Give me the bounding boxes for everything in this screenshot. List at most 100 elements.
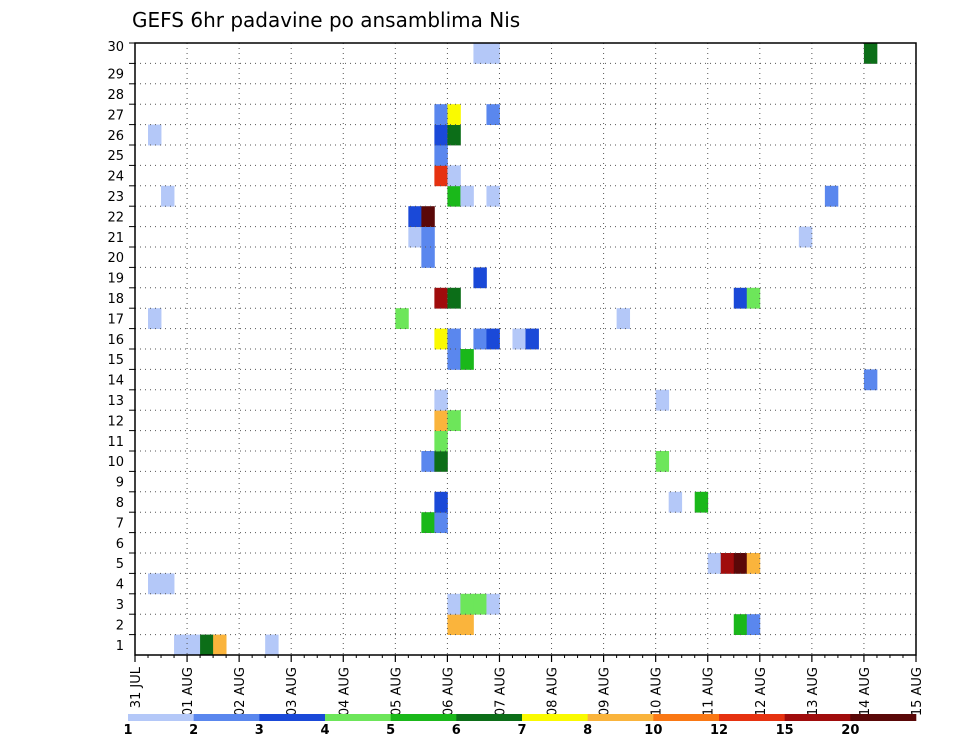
heatmap-cell xyxy=(460,185,474,207)
colorbar-swatch xyxy=(128,714,194,721)
colorbar-swatch xyxy=(325,714,391,721)
y-tick-label: 17 xyxy=(107,312,124,327)
x-tick-label: 08 AUG xyxy=(546,667,561,716)
x-tick-label: 07 AUG xyxy=(493,667,508,716)
heatmap-cell xyxy=(460,614,474,635)
heatmap-cell xyxy=(668,491,683,513)
heatmap-cell xyxy=(460,349,474,370)
y-tick-label: 10 xyxy=(107,455,124,470)
y-tick-label: 21 xyxy=(107,231,124,246)
heatmap-cell xyxy=(408,206,422,227)
colorbar-label: 12 xyxy=(710,723,728,738)
heatmap-cell xyxy=(161,185,175,207)
x-tick-label: 13 AUG xyxy=(806,667,821,716)
heatmap-cell xyxy=(707,553,722,574)
heatmap-cell xyxy=(733,553,748,574)
colorbar-label: 5 xyxy=(386,723,395,738)
x-axis: 31 JUL 01 AUG 02 AUG 03 AUG 04 AUG 05 AUG 06 A… xyxy=(129,655,925,716)
colorbar-swatch xyxy=(587,714,654,721)
heatmap-cell xyxy=(447,410,461,431)
y-tick-label: 16 xyxy=(107,333,124,348)
heatmap-cell xyxy=(486,328,500,350)
heatmap-cell xyxy=(174,634,188,656)
heatmap-cell xyxy=(616,308,631,329)
heatmap-cell xyxy=(447,614,461,635)
heatmap-cell xyxy=(434,124,448,146)
heatmap-cell xyxy=(733,614,748,635)
y-tick-label: 30 xyxy=(107,40,124,55)
heatmap-cell xyxy=(863,369,878,391)
colorbar-swatch xyxy=(653,714,720,721)
heatmap-cell xyxy=(421,451,435,472)
x-tick-label: 04 AUG xyxy=(337,667,352,716)
colorbar-label: 10 xyxy=(644,723,662,738)
heatmap-cell xyxy=(447,287,461,309)
heatmap-cell xyxy=(434,145,448,166)
x-tick-label: 05 AUG xyxy=(389,667,404,716)
heatmap-cell xyxy=(694,491,709,513)
y-axis: 1234567891011121314151617181920212223242… xyxy=(107,40,135,654)
y-tick-label: 5 xyxy=(116,557,124,572)
heatmap-cell xyxy=(421,512,435,533)
heatmap-cell xyxy=(447,349,461,370)
heatmap-cell xyxy=(473,267,487,289)
heatmap-cell xyxy=(798,226,813,248)
x-tick-label: 10 AUG xyxy=(650,667,665,716)
y-tick-label: 18 xyxy=(107,292,124,307)
heatmap-cell xyxy=(447,185,461,207)
x-tick-label: 11 AUG xyxy=(702,667,717,716)
heatmap-cell xyxy=(447,593,461,615)
heatmap-cell xyxy=(148,573,162,595)
heatmap-cell xyxy=(434,165,448,187)
y-tick-label: 19 xyxy=(107,272,124,287)
y-tick-label: 3 xyxy=(116,598,124,613)
heatmap-cell xyxy=(512,328,526,350)
y-tick-label: 28 xyxy=(107,88,124,103)
heatmap-cell xyxy=(473,43,487,64)
heatmap-cell xyxy=(746,287,761,309)
colorbar-label: 7 xyxy=(517,723,526,738)
colorbar-swatch xyxy=(259,714,326,721)
heatmap-cell xyxy=(473,328,487,350)
y-tick-label: 7 xyxy=(116,516,124,531)
heatmap-cell xyxy=(434,430,448,452)
heatmap-cell xyxy=(447,165,461,187)
y-tick-label: 22 xyxy=(107,210,124,225)
heatmap-cell xyxy=(486,185,500,207)
y-tick-label: 13 xyxy=(107,394,124,409)
y-tick-label: 12 xyxy=(107,414,124,429)
y-tick-label: 4 xyxy=(116,578,124,593)
heatmap-cell xyxy=(473,593,487,615)
colorbar-swatch xyxy=(456,714,523,721)
colorbar-label: 1 xyxy=(123,723,132,738)
y-tick-label: 14 xyxy=(107,374,124,389)
colorbar-label: 8 xyxy=(583,723,592,738)
heatmap-cell xyxy=(408,226,422,248)
colorbar-label: 3 xyxy=(255,723,264,738)
x-tick-label: 15 AUG xyxy=(910,667,925,716)
heatmap-cell xyxy=(434,451,448,472)
heatmap-cell xyxy=(486,104,500,125)
heatmap-cell xyxy=(395,308,409,329)
heatmap-cell xyxy=(434,328,448,350)
heatmap-cell xyxy=(148,124,162,146)
y-tick-label: 2 xyxy=(116,618,124,633)
x-tick-label: 02 AUG xyxy=(233,667,248,716)
grid-lines xyxy=(135,43,916,655)
heatmap-cell xyxy=(863,43,878,64)
heatmap-cell xyxy=(161,573,175,595)
chart-title: GEFS 6hr padavine po ansamblima Nis xyxy=(132,8,520,32)
heatmap-cell xyxy=(447,124,461,146)
heatmap-cell xyxy=(525,328,539,350)
heatmap-cell xyxy=(213,634,227,656)
colorbar-swatch xyxy=(719,714,785,721)
y-tick-label: 25 xyxy=(107,149,124,164)
colorbar-swatch xyxy=(784,714,851,721)
colorbar-label: 2 xyxy=(189,723,198,738)
x-tick-label: 12 AUG xyxy=(754,667,769,716)
x-tick-label: 01 AUG xyxy=(181,667,196,716)
heatmap-cell xyxy=(187,634,201,656)
heatmap-cell xyxy=(447,328,461,350)
heatmap-cell xyxy=(265,634,279,656)
